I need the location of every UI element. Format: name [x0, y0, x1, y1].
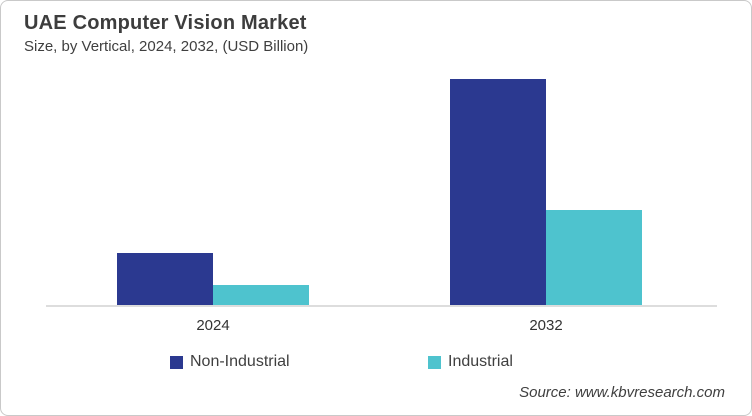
- legend: Non-Industrial Industrial: [1, 353, 751, 377]
- legend-item-industrial: Industrial: [428, 353, 513, 371]
- x-tick-2032: 2032: [529, 317, 563, 334]
- bar-non-industrial-2032: [450, 79, 546, 305]
- legend-label: Industrial: [448, 353, 513, 370]
- legend-label: Non-Industrial: [190, 353, 290, 370]
- x-tick-2024: 2024: [196, 317, 230, 334]
- legend-swatch-icon: [170, 355, 183, 369]
- legend-item-non-industrial: Non-Industrial: [170, 353, 290, 371]
- bar-industrial-2032: [546, 210, 642, 305]
- bar-non-industrial-2024: [117, 253, 213, 305]
- legend-swatch-icon: [428, 355, 441, 369]
- chart-title: UAE Computer Vision Market: [24, 12, 307, 34]
- x-axis-line: [46, 305, 717, 307]
- source-credit: Source: www.kbvresearch.com: [519, 384, 725, 401]
- bar-industrial-2024: [213, 285, 309, 305]
- chart-subtitle: Size, by Vertical, 2024, 2032, (USD Bill…: [24, 38, 309, 55]
